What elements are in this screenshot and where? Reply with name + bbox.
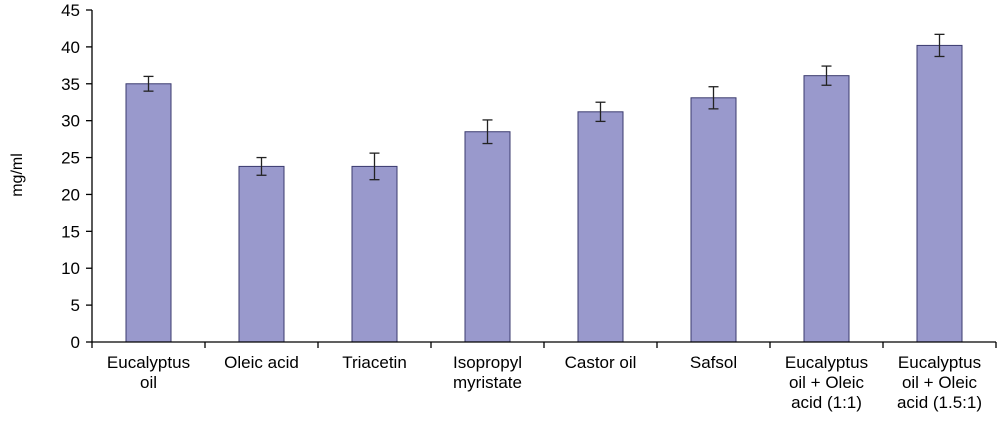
bar: [916, 44, 963, 343]
bar: [351, 165, 398, 343]
error-bars: [143, 33, 945, 181]
y-tick-label: 35: [61, 75, 80, 94]
x-category-label: Safsol: [690, 353, 737, 372]
bars: [125, 44, 963, 343]
y-axis: 0 5 10 15 20 25 30 35 40 45: [61, 1, 997, 352]
bar: [464, 131, 511, 343]
x-category-label: Castor oil: [565, 353, 637, 372]
x-category-label: Isopropyl myristate: [453, 353, 522, 392]
y-tick-label: 0: [71, 333, 80, 352]
y-tick-label: 30: [61, 112, 80, 131]
x-category-label: Eucalyptus oil: [107, 353, 190, 392]
bar: [125, 83, 172, 343]
y-tick-label: 45: [61, 1, 80, 20]
bar: [577, 111, 624, 343]
y-axis-label: mg/ml: [9, 153, 26, 197]
y-tick-label: 5: [71, 296, 80, 315]
x-category-label: Eucalyptus oil + Oleic acid (1.5:1): [897, 353, 982, 412]
y-tick-label: 40: [61, 38, 80, 57]
x-axis-labels: Eucalyptus oil Oleic acid Triacetin Isopropy…: [107, 353, 982, 412]
x-category-label: Triacetin: [342, 353, 407, 372]
bar: [690, 97, 737, 343]
x-category-label: Oleic acid: [224, 353, 299, 372]
bar: [803, 75, 850, 343]
y-tick-label: 15: [61, 222, 80, 241]
y-tick-label: 20: [61, 185, 80, 204]
y-tick-label: 25: [61, 149, 80, 168]
x-category-label: Eucalyptus oil + Oleic acid (1:1): [785, 353, 868, 412]
bar: [238, 165, 285, 343]
y-tick-label: 10: [61, 259, 80, 278]
